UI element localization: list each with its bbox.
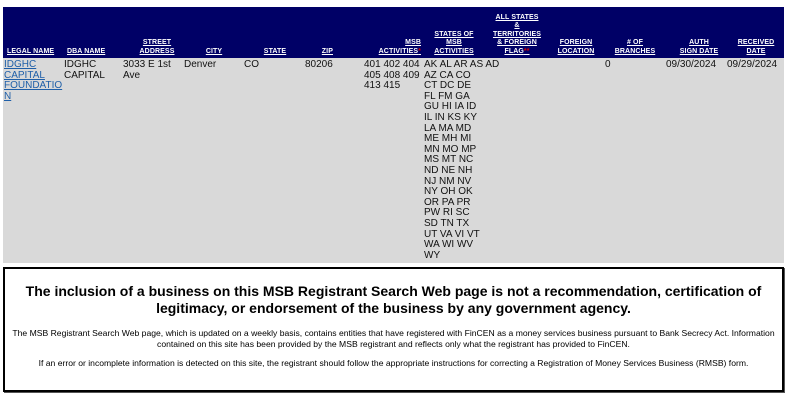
header-state[interactable]: STATE xyxy=(263,47,287,55)
dba-name-cell: IDGHC CAPITAL xyxy=(64,59,105,81)
auth-sign-date-cell: 09/30/2024 xyxy=(666,59,717,70)
table-header: LEGAL NAME DBA NAME STREET ADDRESS CITY … xyxy=(3,7,784,58)
header-dba-name[interactable]: DBA NAME xyxy=(67,47,106,55)
header-received-date[interactable]: RECEIVED DATE xyxy=(737,39,775,55)
header-legal-name[interactable]: LEGAL NAME xyxy=(7,47,55,55)
asterisk-marker: * xyxy=(418,47,421,55)
msb-activities-cell: 401 402 404 405 408 409 413 415 xyxy=(364,59,420,92)
header-states-of-msb[interactable]: STATES OF MSB ACTIVITIES xyxy=(434,30,474,55)
double-asterisk-marker: ** xyxy=(523,47,530,55)
received-date-cell: 09/29/2024 xyxy=(727,59,778,70)
header-foreign-location[interactable]: FOREIGN LOCATION xyxy=(557,39,595,55)
disclaimer-paragraph-weekly: The MSB Registrant Search Web page, whic… xyxy=(12,328,775,349)
states-of-msb-cell: AK AL AR AS AD AZ CA CO CT DC DE FL FM G… xyxy=(424,59,500,261)
disclaimer-heading: The inclusion of a business on this MSB … xyxy=(25,283,762,316)
disclaimer-box: The inclusion of a business on this MSB … xyxy=(3,267,784,392)
header-msb-activities[interactable]: MSB ACTIVITIES* xyxy=(378,39,421,55)
results-table: LEGAL NAME DBA NAME STREET ADDRESS CITY … xyxy=(3,7,784,263)
header-branches[interactable]: # OF BRANCHES xyxy=(614,39,656,55)
branches-cell: 0 xyxy=(605,59,611,70)
legal-name-link[interactable]: IDGHC CAPITAL FOUNDATIO N xyxy=(4,59,63,102)
header-city[interactable]: CITY xyxy=(205,47,223,55)
disclaimer-paragraph-errors: If an error or incomplete information is… xyxy=(38,358,749,368)
header-zip[interactable]: ZIP xyxy=(321,47,333,55)
header-all-states-flag[interactable]: ALL STATES & TERRITORIES & FOREIGN FLAG*… xyxy=(492,13,542,55)
header-street-address[interactable]: STREET ADDRESS xyxy=(139,39,175,55)
zip-cell: 80206 xyxy=(305,59,333,70)
header-auth-sign-date[interactable]: AUTH SIGN DATE xyxy=(679,39,719,55)
state-cell: CO xyxy=(244,59,259,70)
street-address-cell: 3033 E 1st Ave xyxy=(123,59,171,81)
city-cell: Denver xyxy=(184,59,217,70)
